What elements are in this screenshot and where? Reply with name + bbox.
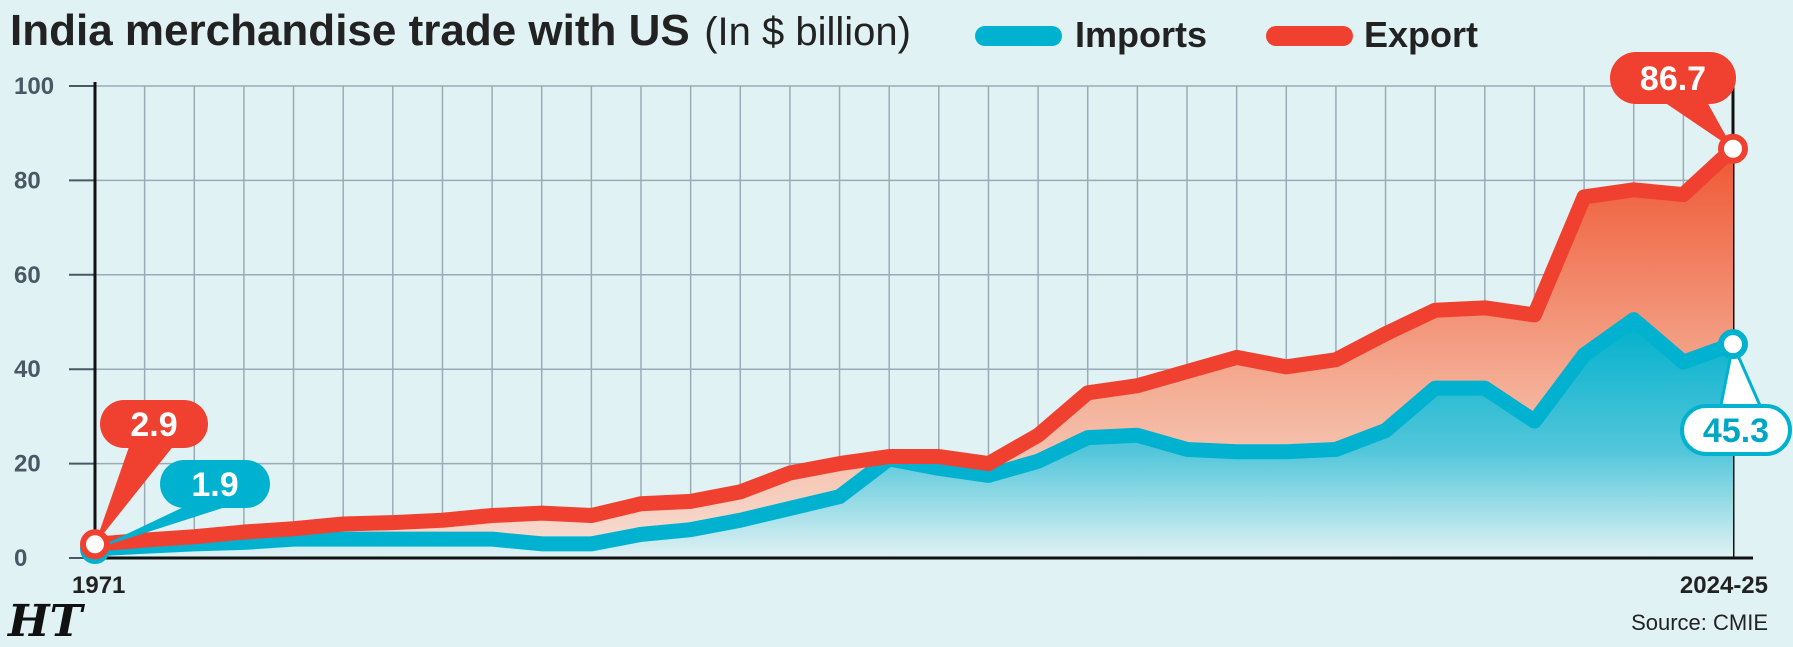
callout-export-start-bubble xyxy=(100,400,208,448)
chart-unit: (In $ billion) xyxy=(704,10,911,54)
y-tick-label: 0 xyxy=(14,545,27,572)
callout-export-start: 2.9 xyxy=(95,400,208,545)
callout-export-end: 86.7 xyxy=(1610,52,1736,149)
y-tick-label: 40 xyxy=(14,356,41,383)
area-fills xyxy=(95,148,1733,558)
callout-imports-start: 1.9 xyxy=(95,460,270,550)
callout-imports-end-bubble xyxy=(1680,404,1792,456)
legend-label-imports: Imports xyxy=(1075,14,1207,55)
y-tick-label: 80 xyxy=(14,167,41,194)
marker-imports-end xyxy=(1718,329,1748,360)
y-tick-label: 100 xyxy=(14,73,54,100)
area-imports xyxy=(95,319,1733,558)
chart-title: India merchandise trade with US xyxy=(10,6,690,55)
callout-export-end-bubble xyxy=(1610,52,1736,104)
legend-label-export: Export xyxy=(1364,14,1478,55)
series-lines xyxy=(87,141,1741,557)
callout-imports-end: 45.3 xyxy=(1680,339,1792,456)
callout-imports-start-label: 1.9 xyxy=(191,466,238,504)
callout-export-end-tail xyxy=(1661,100,1733,149)
marker-export-end xyxy=(1718,133,1748,164)
callout-imports-start-tail xyxy=(95,504,235,550)
chart-title-line: India merchandise trade with US (In $ bi… xyxy=(10,6,911,55)
callouts: 2.9 1.9 86.7 45.3 xyxy=(80,52,1792,565)
y-tick-label: 60 xyxy=(14,262,41,289)
callout-export-start-label: 2.9 xyxy=(130,406,177,444)
callout-imports-start-bubble xyxy=(160,460,270,508)
y-tick-label: 20 xyxy=(14,451,41,478)
publisher-logo: HT xyxy=(6,596,86,647)
series-line-export xyxy=(87,141,1741,552)
y-axis-ticks: 0 20 40 60 80 100 xyxy=(14,73,95,572)
callout-imports-end-label: 45.3 xyxy=(1703,412,1769,450)
legend: Imports Export xyxy=(975,14,1478,55)
x-tick-last: 2024-25 xyxy=(1680,572,1768,599)
source-note: Source: CMIE xyxy=(1631,610,1768,635)
callout-export-end-label: 86.7 xyxy=(1640,60,1706,98)
x-tick-first: 1971 xyxy=(72,572,125,599)
callout-export-start-tail xyxy=(95,444,175,545)
marker-export-start xyxy=(80,529,110,560)
